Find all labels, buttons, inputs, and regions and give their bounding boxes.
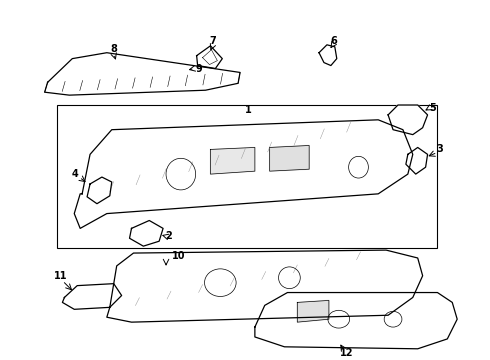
Polygon shape	[62, 284, 122, 309]
Polygon shape	[255, 293, 457, 349]
Polygon shape	[87, 177, 112, 204]
Text: 9: 9	[195, 63, 202, 73]
Polygon shape	[45, 53, 240, 95]
Text: 4: 4	[72, 169, 78, 179]
Text: 7: 7	[209, 36, 216, 46]
Text: 5: 5	[429, 103, 436, 113]
Text: 8: 8	[110, 44, 117, 54]
Text: 2: 2	[166, 231, 172, 241]
Polygon shape	[74, 120, 413, 228]
Polygon shape	[202, 50, 218, 64]
Polygon shape	[107, 250, 423, 322]
Text: 6: 6	[330, 36, 337, 46]
Text: 11: 11	[54, 271, 67, 281]
Text: 1: 1	[245, 105, 251, 115]
Polygon shape	[319, 45, 337, 66]
Polygon shape	[297, 301, 329, 322]
Text: 3: 3	[436, 144, 443, 154]
Polygon shape	[388, 105, 428, 135]
Polygon shape	[270, 145, 309, 171]
Polygon shape	[196, 46, 222, 68]
Bar	[57, 105, 438, 248]
Polygon shape	[406, 148, 428, 174]
Polygon shape	[211, 148, 255, 174]
Polygon shape	[129, 220, 163, 246]
Text: 10: 10	[172, 251, 186, 261]
Text: 12: 12	[340, 348, 353, 358]
